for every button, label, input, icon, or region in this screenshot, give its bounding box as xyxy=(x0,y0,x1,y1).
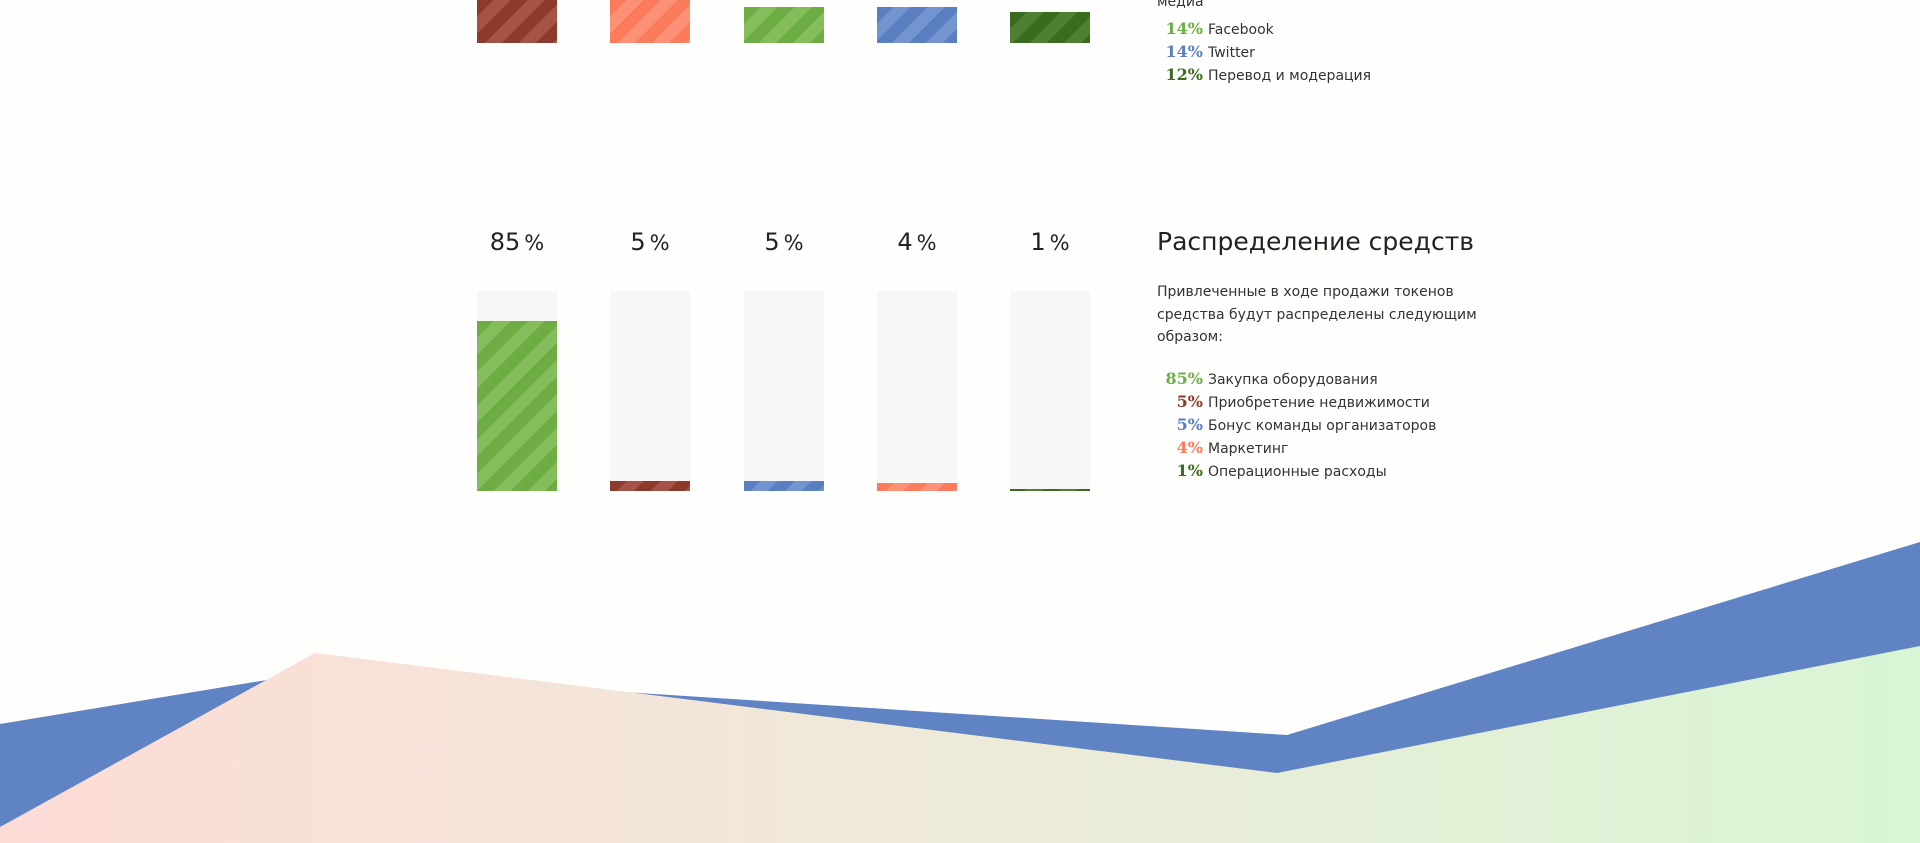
funds-legend: 85% Закупка оборудования 5% Приобретение н… xyxy=(1157,367,1437,482)
legend-item: 5% Приобретение недвижимости xyxy=(1157,390,1436,413)
legend-pct: 14% xyxy=(1165,42,1203,61)
legend-label: Приобретение недвижимости xyxy=(1208,395,1430,411)
legend-item: 14% Twitter xyxy=(1157,40,1371,63)
section-title: Распределение средств xyxy=(1157,227,1475,256)
legend-label: Facebook xyxy=(1208,22,1274,38)
legend-pct: 14% xyxy=(1165,19,1203,38)
legend-pct: 12% xyxy=(1165,65,1203,84)
legend-item: 12% Перевод и модерация xyxy=(1157,63,1372,86)
legend-pct: 4% xyxy=(1176,438,1203,457)
legend-item: 85% Закупка оборудования xyxy=(1157,367,1436,390)
legend-label: Перевод и модерация xyxy=(1208,68,1372,84)
legend-label: Twitter xyxy=(1208,45,1255,61)
legend-label: Бонус команды организаторов xyxy=(1208,418,1437,434)
legend-pct: 85% xyxy=(1165,369,1203,388)
legend-label: Маркетинг xyxy=(1208,441,1289,457)
section-description: Привлеченные в ходе продажи токенов сред… xyxy=(1157,284,1477,345)
top-legend: 14% Facebook 14% Twitter 12% Перевод и моде… xyxy=(1157,17,1372,86)
legend-label: Закупка оборудования xyxy=(1208,372,1378,388)
legend-item: 1% Операционные расходы xyxy=(1157,459,1436,482)
legend-pct: 1% xyxy=(1176,461,1203,480)
legend-item: 4% Маркетинг xyxy=(1157,436,1436,459)
top-legend-caption: медиа xyxy=(1157,0,1204,10)
legend-pct: 5% xyxy=(1176,392,1203,411)
legend-item: 14% Facebook xyxy=(1157,17,1371,40)
legend-item: 5% Бонус команды организаторов xyxy=(1157,413,1437,436)
gradient-wave-shape xyxy=(0,646,1920,843)
legend-label: Операционные расходы xyxy=(1208,464,1387,480)
legend-pct: 5% xyxy=(1176,415,1203,434)
